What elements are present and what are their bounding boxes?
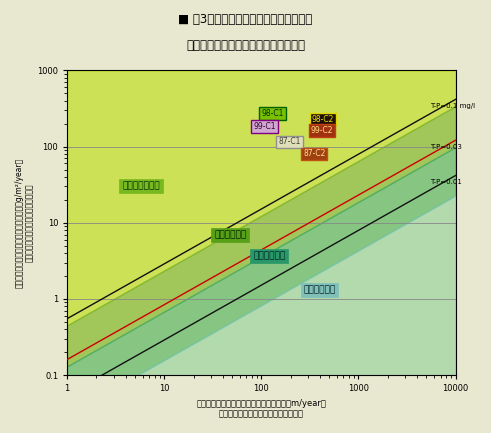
X-axis label: ダム湖の単位面積あたりの年間流入水量（m/year）
（多くなるほど富栄養化の可能性小）: ダム湖の単位面積あたりの年間流入水量（m/year） （多くなるほど富栄養化の可… <box>196 399 327 418</box>
Text: T-P=0.1 mg/l: T-P=0.1 mg/l <box>431 103 475 109</box>
Text: 99-C2: 99-C2 <box>311 126 333 135</box>
Text: 超富栄養ゾーン: 超富栄養ゾーン <box>122 182 160 191</box>
Text: 98-C2: 98-C2 <box>312 115 334 123</box>
Text: 98-C1: 98-C1 <box>261 109 284 118</box>
Text: 中栄養ゾーン: 中栄養ゾーン <box>253 252 285 261</box>
Text: T-P=0.01: T-P=0.01 <box>431 179 462 185</box>
Y-axis label: ダム湖面積あたりの年間リン流入負荷量（g/m²/year）
（多くなるほど富栄養化の可能性大）: ダム湖面積あたりの年間リン流入負荷量（g/m²/year） （多くなるほど富栄養… <box>15 158 34 288</box>
Text: T-P=0.03: T-P=0.03 <box>431 144 462 150</box>
Text: 富栄養ゾーン: 富栄養ゾーン <box>214 230 246 239</box>
Text: 87-C1: 87-C1 <box>278 138 301 146</box>
Text: 87-C2: 87-C2 <box>303 149 326 158</box>
Text: 貧栄養ゾーン: 貧栄養ゾーン <box>303 285 336 294</box>
Text: ■ 図3　ボーレンワイダーモデルによる: ■ 図3 ボーレンワイダーモデルによる <box>178 13 313 26</box>
Text: 三峡ダムの富栄養化発生可能性の評価: 三峡ダムの富栄養化発生可能性の評価 <box>186 39 305 52</box>
Text: 99-C1: 99-C1 <box>253 122 276 131</box>
